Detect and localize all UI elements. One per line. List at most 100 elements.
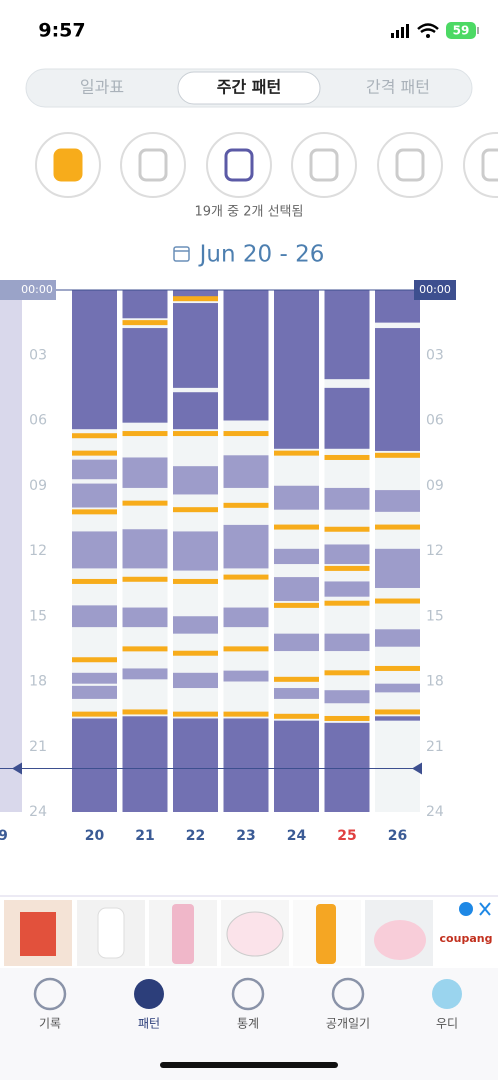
nav-icon[interactable] [432, 979, 462, 1009]
y-tick-label-left: 06 [29, 413, 47, 429]
y-tick-label-right: 06 [426, 413, 444, 429]
y-tick-label-right: 21 [426, 739, 444, 755]
feeding [72, 657, 117, 663]
feeding [274, 524, 319, 530]
now-marker-left [12, 762, 22, 775]
weekly-chart: 03 03 06 06 09 09 12 12 15 15 18 18 21 21 24 24 20 21 22 23… [0, 280, 456, 844]
nav-icon[interactable] [33, 977, 67, 1011]
night-sleep [122, 290, 168, 319]
prev-day-column [0, 290, 22, 812]
night-sleep [375, 290, 420, 323]
y-tick-label-left: 18 [29, 674, 47, 690]
feeding [173, 507, 218, 513]
feeding [122, 431, 168, 437]
nap [324, 487, 370, 510]
nap [72, 459, 117, 480]
tab[interactable]: 일과표 [80, 78, 124, 97]
feeding [122, 646, 168, 652]
calendar-icon [173, 246, 190, 262]
feeding [72, 450, 117, 456]
y-tick-label-left: 24 [29, 804, 47, 820]
category-icon[interactable] [291, 132, 357, 198]
day-label: 22 [186, 828, 205, 844]
feeding [173, 711, 218, 717]
feeding [274, 676, 319, 682]
feeding [324, 670, 370, 676]
feeding [72, 711, 117, 717]
nap [375, 629, 420, 647]
nav-icon[interactable] [134, 979, 164, 1009]
nap [72, 685, 117, 699]
night-sleep [122, 328, 168, 423]
nap [223, 607, 269, 628]
feeding [122, 500, 168, 506]
night-sleep [173, 303, 218, 388]
feeding [223, 646, 269, 652]
feeding [72, 433, 117, 439]
night-sleep [223, 290, 269, 421]
feeding [173, 296, 218, 302]
y-tick-label-left: 09 [29, 478, 47, 494]
y-tick-label-right: 24 [426, 804, 444, 820]
day-label: 25 [337, 828, 356, 844]
icon-glyph [309, 148, 339, 182]
start-marker-left [0, 280, 56, 300]
feeding [122, 709, 168, 715]
category-icon[interactable] [206, 132, 272, 198]
nap [375, 683, 420, 693]
nav-label[interactable]: 통계 [237, 1017, 259, 1031]
nav-label[interactable]: 기록 [39, 1017, 61, 1031]
night-sleep [375, 716, 420, 721]
category-icon[interactable] [463, 132, 498, 198]
tab[interactable]: 주간 패턴 [217, 78, 281, 97]
nap [173, 466, 218, 495]
nap [173, 672, 218, 689]
feeding [375, 598, 420, 604]
date-range: Jun 20 - 26 [198, 242, 325, 268]
tab[interactable]: 간격 패턴 [366, 78, 430, 97]
nav-label[interactable]: 공개일기 [326, 1017, 370, 1031]
nap [223, 670, 269, 682]
nap [122, 607, 168, 628]
night-sleep [173, 392, 218, 430]
night-sleep [173, 290, 218, 297]
feeding [274, 602, 319, 608]
category-icon[interactable] [377, 132, 443, 198]
nav-label[interactable]: 패턴 [138, 1017, 160, 1031]
nap [274, 688, 319, 699]
day-label: 23 [236, 828, 255, 844]
y-tick-label-right: 03 [426, 347, 444, 363]
battery-level: 59 [453, 24, 470, 38]
nap [375, 490, 420, 512]
icon-glyph [481, 148, 498, 182]
day-label: 24 [287, 828, 307, 844]
nap [72, 672, 117, 684]
nap [72, 605, 117, 628]
nav-label[interactable]: 우디 [436, 1017, 458, 1031]
prev-day-label: 9 [0, 828, 8, 844]
category-icons [35, 132, 498, 198]
feeding [72, 578, 117, 584]
nap [122, 457, 168, 488]
nav-icon[interactable] [231, 977, 265, 1011]
feeding [72, 509, 117, 515]
y-tick-label-right: 12 [426, 543, 444, 559]
feeding [324, 715, 370, 721]
night-sleep [72, 290, 117, 430]
nap [274, 548, 319, 565]
category-icon[interactable] [120, 132, 186, 198]
nap [72, 531, 117, 569]
nap [324, 581, 370, 597]
feeding [324, 600, 370, 606]
nav-icon[interactable] [331, 977, 365, 1011]
ad-banner[interactable] [4, 900, 491, 966]
tab-selected-bg [177, 71, 321, 105]
icon-glyph [395, 148, 425, 182]
day-label: 26 [388, 828, 407, 844]
nap [324, 633, 370, 652]
feeding [375, 709, 420, 715]
icon-glyph [224, 148, 254, 182]
feeding [274, 450, 319, 456]
nap [223, 455, 269, 488]
